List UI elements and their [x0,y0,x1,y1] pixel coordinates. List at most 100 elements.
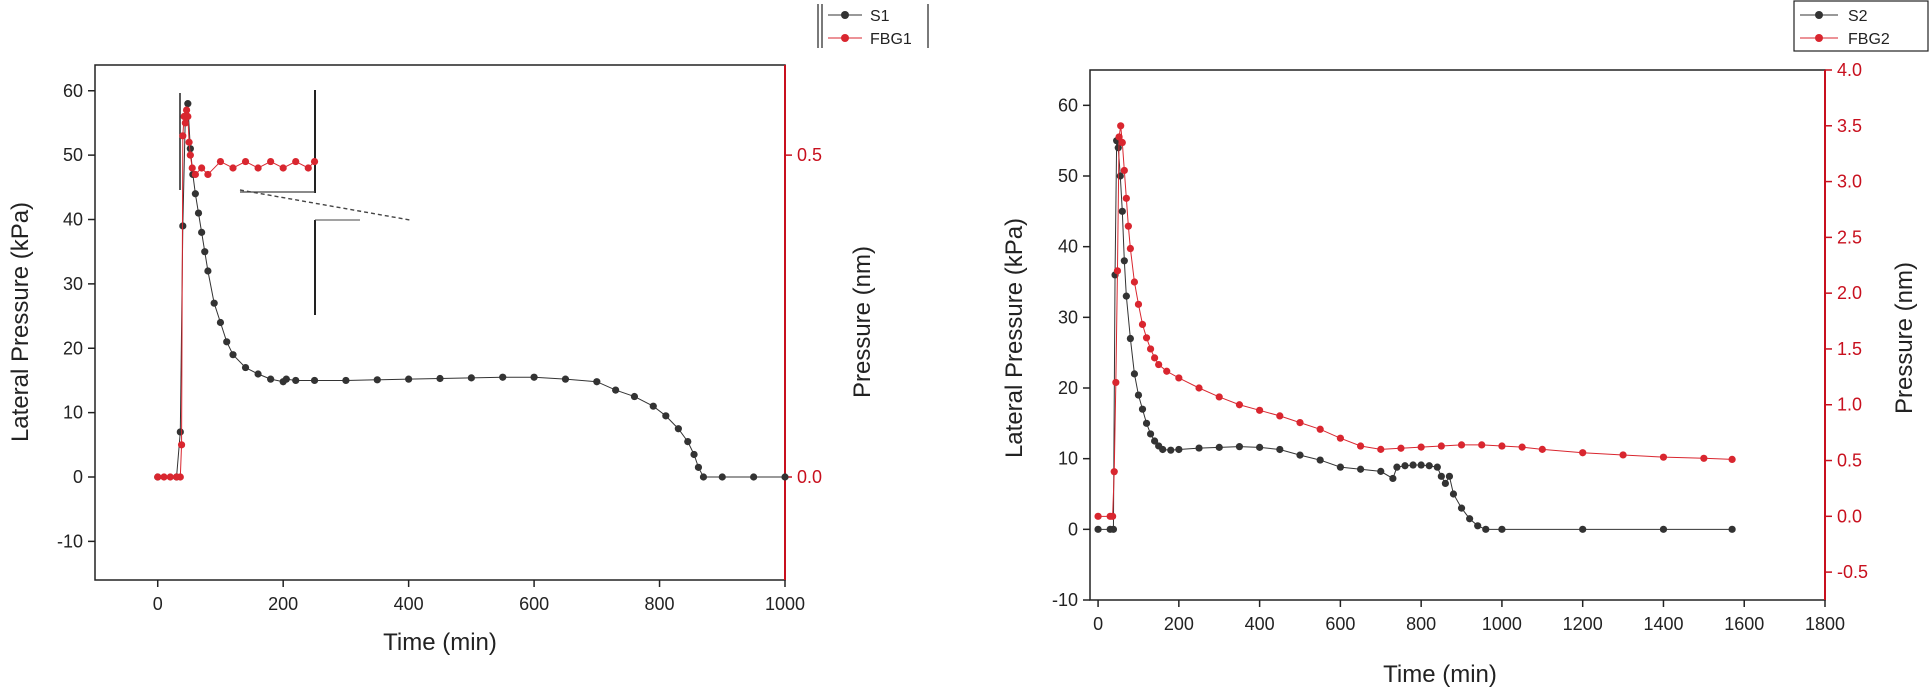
data-point-s2 [1437,472,1445,480]
x-tick-label: 800 [645,594,675,614]
data-point-fbg2 [1457,441,1466,449]
data-point-s1 [216,318,225,327]
y-tick-label-right: 0.5 [797,145,822,165]
data-point-fbg2 [1195,384,1203,392]
data-point-fbg2 [1417,443,1425,451]
data-point-s1 [194,209,203,217]
data-point-fbg2 [1397,444,1405,452]
x-tick-label: 200 [1164,614,1194,634]
data-point-fbg2 [1437,442,1445,450]
data-point-fbg2 [1175,374,1183,382]
data-point-s2 [1393,463,1401,471]
data-point-fbg1 [292,157,300,166]
data-point-fbg2 [1163,367,1171,375]
data-point-fbg2 [1336,434,1344,442]
y-axis-title-left: Lateral Pressure (kPa) [7,202,34,442]
data-point-s2 [1167,446,1175,454]
data-point-s1 [198,228,206,236]
data-point-fbg2 [1356,442,1365,450]
data-point-s2 [1474,522,1482,530]
data-point-s1 [674,425,682,433]
data-point-fbg2 [1276,412,1284,420]
data-point-s1 [310,376,319,385]
data-point-s1 [612,386,620,394]
legend-marker-fbg1 [841,34,849,42]
data-point-s2 [1356,465,1365,473]
data-point-s2 [1151,437,1159,445]
y-tick-label-right: 0.5 [1837,451,1862,471]
data-point-s1 [373,376,381,384]
y-axis-title-left: Lateral Pressure (kPa) [1001,218,1028,458]
data-point-fbg2 [1120,166,1128,175]
data-point-fbg1 [177,441,186,449]
y-tick-label-right: -0.5 [1837,562,1868,582]
data-point-s2 [1401,462,1409,470]
data-point-s2 [1316,456,1324,464]
data-point-s2 [1118,207,1126,215]
data-point-s2 [1109,525,1118,533]
data-point-s2 [1659,525,1668,533]
data-point-fbg1 [160,473,168,481]
data-point-fbg1 [186,151,194,159]
data-point-s2 [1175,445,1183,454]
y-tick-label-right: 1.5 [1837,339,1862,359]
legend-label-fbg2: FBG2 [1848,31,1890,48]
data-point-s1 [176,428,184,436]
y-tick-label-left: 40 [63,210,83,230]
data-point-s2 [1138,405,1147,413]
data-point-s1 [530,373,538,381]
y-tick-label-left: 0 [1068,519,1078,539]
legend-label-s2: S2 [1848,8,1868,25]
legend: S1 FBG1 [817,4,929,48]
data-point-fbg2 [1138,320,1147,328]
data-point-fbg2 [1113,267,1122,275]
y-tick-label-left: 30 [63,274,83,294]
data-point-fbg1 [185,138,193,146]
data-point-s2 [1215,443,1223,451]
x-tick-label: 400 [394,594,424,614]
data-point-s1 [630,392,639,401]
inset-box [179,90,411,315]
data-point-fbg2 [1700,454,1708,462]
data-point-fbg2 [1126,244,1134,253]
data-point-s2 [1235,443,1244,451]
data-point-fbg2 [1215,393,1223,401]
data-point-fbg1 [216,157,225,166]
data-point-s2 [1122,292,1130,300]
data-point-s2 [1482,525,1490,533]
data-point-fbg1 [241,157,250,166]
y-tick-label-left: 50 [1058,166,1078,186]
x-tick-label: 0 [1093,614,1103,634]
data-point-fbg2 [1659,453,1668,461]
y-tick-label-left: 30 [1058,307,1078,327]
y-tick-label-right: 3.0 [1837,172,1862,192]
data-point-fbg1 [176,473,184,481]
data-point-s2 [1296,451,1304,459]
data-point-fbg2 [1579,449,1587,457]
y-axis-title-right: Pressure (nm) [1891,262,1918,414]
data-point-fbg2 [1130,278,1139,286]
data-point-fbg2 [1142,334,1151,342]
y-tick-label-left: 20 [63,338,83,358]
y-tick-label-right: 0.0 [1837,506,1862,526]
data-point-s1 [223,338,231,346]
data-point-s2 [1336,463,1344,471]
data-point-s1 [292,376,300,385]
y-tick-label-right: 1.0 [1837,395,1862,415]
data-point-s1 [191,190,199,198]
data-point-fbg2 [1498,442,1506,450]
x-tick-label: 0 [153,594,163,614]
data-point-s2 [1417,461,1425,469]
x-axis-title: Time (min) [383,629,497,656]
data-point-s2 [1728,525,1736,533]
data-point-fbg2 [1117,122,1125,130]
y-tick-label-right: 0.0 [797,467,822,487]
data-point-s2 [1120,257,1128,265]
data-point-fbg2 [1316,425,1324,433]
data-point-s1 [467,374,475,382]
data-point-fbg1 [267,157,275,166]
data-point-fbg2 [1118,138,1126,147]
data-point-s2 [1409,461,1417,469]
data-point-s2 [1449,490,1458,498]
